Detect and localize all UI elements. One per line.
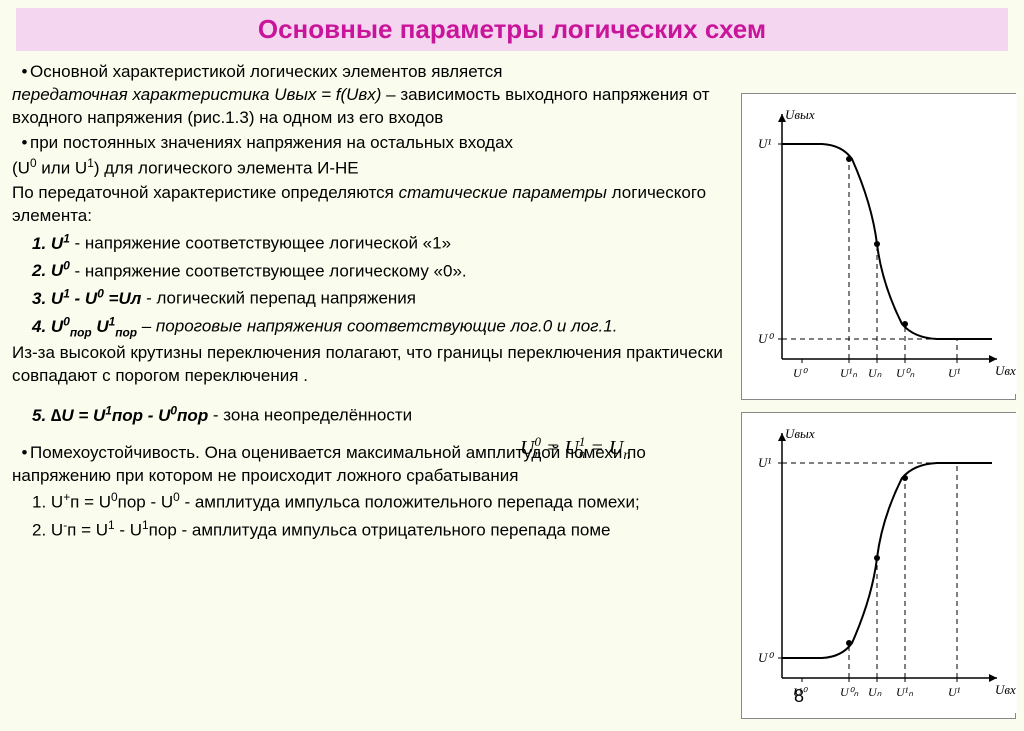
title-bar: Основные параметры логических схем — [16, 8, 1008, 51]
svg-text:U¹ₙ: U¹ₙ — [840, 366, 857, 380]
list-item-1: 1. U1 - напряжение соответствующее логич… — [12, 230, 728, 256]
diagrams: Uвых Uвх U¹ U⁰ U⁰ U¹ₙ Uₙ U⁰ₙ U¹ Uвых Uвх U¹ U⁰ U⁰ U⁰ₙ… — [741, 93, 1016, 731]
paragraph-1: •Основной характеристикой логических эле… — [12, 61, 728, 130]
svg-text:U⁰: U⁰ — [758, 331, 774, 346]
svg-text:U¹: U¹ — [758, 136, 771, 151]
svg-text:U¹: U¹ — [758, 455, 771, 470]
paragraph-3: По передаточной характеристике определяю… — [12, 182, 728, 228]
svg-text:U⁰ₙ: U⁰ₙ — [896, 366, 914, 380]
transfer-chart-nand: Uвых Uвх U¹ U⁰ U⁰ U¹ₙ Uₙ U⁰ₙ U¹ — [741, 93, 1016, 400]
list-item-6: 1. U+п = U0пор - U0 - амплитуда импульса… — [12, 489, 728, 515]
svg-text:U¹ₙ: U¹ₙ — [896, 685, 913, 699]
list-item-4: 4. U0пор U1пор – пороговые напряжения со… — [12, 313, 728, 340]
svg-text:Uₙ: Uₙ — [868, 685, 882, 699]
svg-text:U⁰: U⁰ — [758, 650, 774, 665]
content-body: •Основной характеристикой логических эле… — [0, 59, 740, 547]
page-number: 8 — [794, 686, 804, 707]
svg-text:Uвых: Uвых — [785, 426, 815, 441]
paragraph-2: •при постоянных значениях напряжения на … — [12, 132, 728, 181]
svg-text:Uвх: Uвх — [995, 682, 1016, 697]
list-item-5: 5. ∆U = U1пор - U0пор - зона неопределён… — [12, 402, 728, 428]
svg-text:U⁰: U⁰ — [793, 366, 809, 380]
list-item-3: 3. U1 - U0 =Uл - логический перепад напр… — [12, 285, 728, 311]
svg-text:Uвых: Uвых — [785, 107, 815, 122]
paragraph-5: Из-за высокой крутизны переключения пола… — [12, 342, 728, 388]
svg-text:U¹: U¹ — [948, 685, 961, 699]
svg-text:Uвх: Uвх — [995, 363, 1016, 378]
svg-text:U¹: U¹ — [948, 366, 961, 380]
list-item-7: 2. U-п = U1 - U1пор - амплитуда импульса… — [12, 517, 728, 543]
transfer-chart-and: UвыхUвхU¹U⁰U⁰U⁰ₙUₙU¹ₙU¹ — [741, 412, 1016, 719]
list-item-2: 2. U0 - напряжение соответствующее логич… — [12, 258, 728, 284]
svg-text:Uₙ: Uₙ — [868, 366, 882, 380]
svg-text:U⁰ₙ: U⁰ₙ — [840, 685, 858, 699]
page-title: Основные параметры логических схем — [36, 14, 988, 45]
formula-equality: U0n = U1n = Un — [520, 436, 630, 464]
